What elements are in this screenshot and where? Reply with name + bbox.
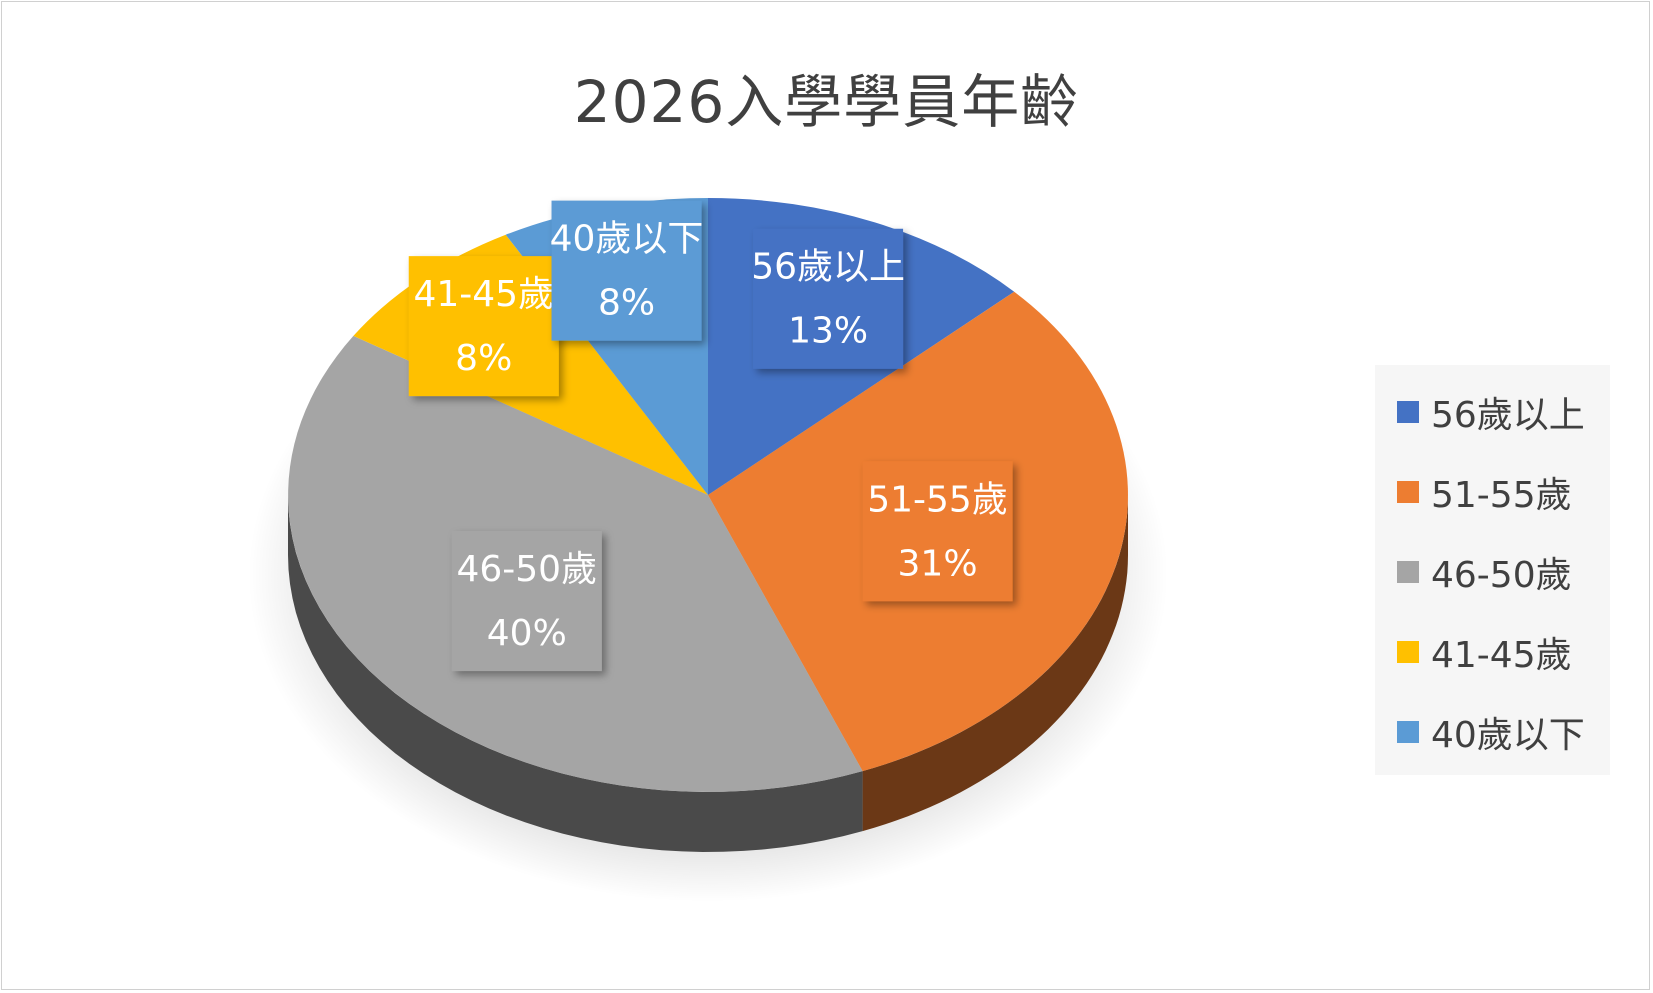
data-label-category-41-45: 41-45歲 bbox=[413, 274, 554, 315]
data-label-box-40-under bbox=[551, 200, 702, 341]
data-label-41-45: 41-45歲 8% bbox=[408, 256, 559, 397]
legend-label-40-under: 40歲以下 bbox=[1431, 715, 1585, 756]
data-label-value-51-55: 31% bbox=[898, 543, 978, 584]
legend-label-51-55: 51-55歲 bbox=[1431, 475, 1572, 516]
legend-item-41-45: 41-45歲 bbox=[1397, 632, 1572, 676]
data-label-value-40-under: 8% bbox=[598, 283, 655, 324]
data-label-box-56-over bbox=[753, 228, 904, 369]
data-label-value-46-50: 40% bbox=[487, 613, 567, 654]
legend-label-46-50: 46-50歲 bbox=[1431, 555, 1572, 596]
data-label-value-41-45: 8% bbox=[455, 338, 512, 379]
legend-swatch-41-45 bbox=[1397, 641, 1419, 663]
data-label-40-under: 40歲以下 8% bbox=[550, 200, 704, 341]
data-label-46-50: 46-50歲 40% bbox=[451, 531, 602, 672]
legend-swatch-40-under bbox=[1397, 721, 1419, 743]
data-label-category-40-under: 40歲以下 bbox=[550, 219, 704, 260]
pie-side-51-55 bbox=[862, 495, 1128, 832]
legend-item-46-50: 46-50歲 bbox=[1397, 552, 1572, 596]
data-label-51-55: 51-55歲 31% bbox=[862, 461, 1013, 602]
chart-title: 2026入學學員年齡 bbox=[573, 68, 1080, 136]
legend-label-41-45: 41-45歲 bbox=[1431, 635, 1572, 676]
legend-item-56-over: 56歲以上 bbox=[1397, 392, 1585, 436]
data-label-box-51-55 bbox=[862, 461, 1013, 602]
legend-item-51-55: 51-55歲 bbox=[1397, 472, 1572, 516]
data-label-56-over: 56歲以上 13% bbox=[751, 228, 905, 369]
data-label-value-56-over: 13% bbox=[788, 311, 868, 352]
legend: 56歲以上 51-55歲 46-50歲 41-45歲 40歲以下 bbox=[1375, 365, 1610, 775]
legend-swatch-56-over bbox=[1397, 401, 1419, 423]
pie-side-46-50 bbox=[288, 495, 863, 852]
legend-swatch-51-55 bbox=[1397, 481, 1419, 503]
data-label-box-46-50 bbox=[451, 531, 602, 672]
data-label-category-46-50: 46-50歲 bbox=[456, 549, 597, 590]
legend-swatch-46-50 bbox=[1397, 561, 1419, 583]
data-label-category-51-55: 51-55歲 bbox=[867, 479, 1008, 520]
data-label-box-41-45 bbox=[408, 256, 559, 397]
data-label-category-56-over: 56歲以上 bbox=[751, 247, 905, 288]
legend-label-56-over: 56歲以上 bbox=[1431, 395, 1585, 436]
legend-item-40-under: 40歲以下 bbox=[1397, 712, 1585, 756]
